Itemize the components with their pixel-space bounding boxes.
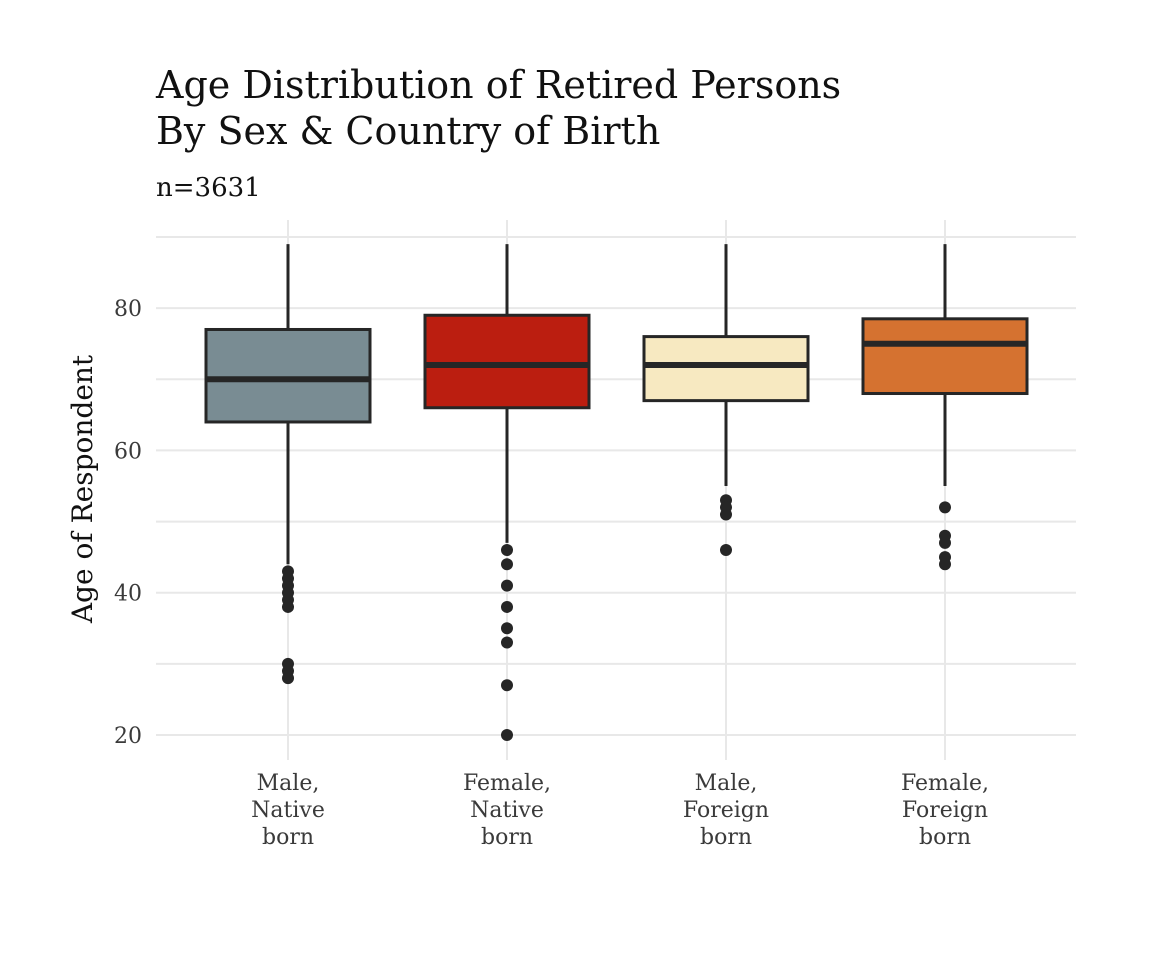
outlier-point — [282, 672, 294, 685]
y-tick-label-40: 40 — [114, 582, 142, 607]
outlier-point — [939, 536, 951, 549]
box-body — [423, 313, 591, 410]
grid-layer — [156, 220, 1076, 760]
outlier-point — [939, 558, 951, 571]
x-tick-label-line: Foreign — [902, 798, 988, 823]
chart-title: Age Distribution of Retired Persons By S… — [155, 63, 841, 153]
outlier-point — [501, 679, 513, 692]
box-layer — [204, 244, 1029, 741]
y-axis-title: Age of Respondent — [66, 354, 99, 624]
box-body — [861, 317, 1029, 396]
x-tick-label-line: born — [919, 825, 971, 850]
box-group-1 — [423, 244, 591, 741]
x-tick-label-line: born — [700, 825, 752, 850]
chart-title-line-2: By Sex & Country of Birth — [156, 109, 660, 153]
box-group-0 — [204, 244, 372, 685]
outlier-point — [501, 544, 513, 557]
x-tick-label-line: Female, — [463, 771, 551, 796]
outlier-point — [501, 558, 513, 571]
x-tick-label-line: Female, — [901, 771, 989, 796]
chart-title-line-1: Age Distribution of Retired Persons — [155, 63, 841, 107]
x-tick-label-1: Female, Native born — [463, 771, 551, 850]
box-body — [642, 335, 810, 403]
y-tick-label-60: 60 — [114, 439, 142, 464]
y-tick-label-20: 20 — [114, 724, 142, 749]
x-tick-label-line: Foreign — [683, 798, 769, 823]
x-tick-label-0: Male, Native born — [251, 771, 325, 850]
outlier-point — [501, 600, 513, 613]
x-tick-label-line: Male, — [695, 771, 758, 796]
x-tick-label-line: Native — [251, 798, 325, 823]
box-group-3 — [861, 244, 1029, 571]
x-tick-label-line: Native — [470, 798, 544, 823]
outlier-point — [501, 636, 513, 649]
outlier-point — [720, 544, 732, 557]
x-tick-label-line: Male, — [257, 771, 320, 796]
outlier-point — [501, 579, 513, 592]
outlier-point — [939, 501, 951, 514]
y-tick-label-80: 80 — [114, 297, 142, 322]
outlier-point — [282, 600, 294, 613]
box-body — [204, 327, 372, 424]
x-tick-label-3: Female, Foreign born — [901, 771, 989, 850]
x-tick-label-line: born — [262, 825, 314, 850]
x-tick-label-2: Male, Foreign born — [683, 771, 769, 850]
chart-subtitle: n=3631 — [156, 173, 261, 203]
box-group-2 — [642, 244, 810, 557]
outlier-point — [720, 508, 732, 521]
outlier-point — [501, 622, 513, 635]
x-tick-label-line: born — [481, 825, 533, 850]
outlier-point — [501, 729, 513, 741]
